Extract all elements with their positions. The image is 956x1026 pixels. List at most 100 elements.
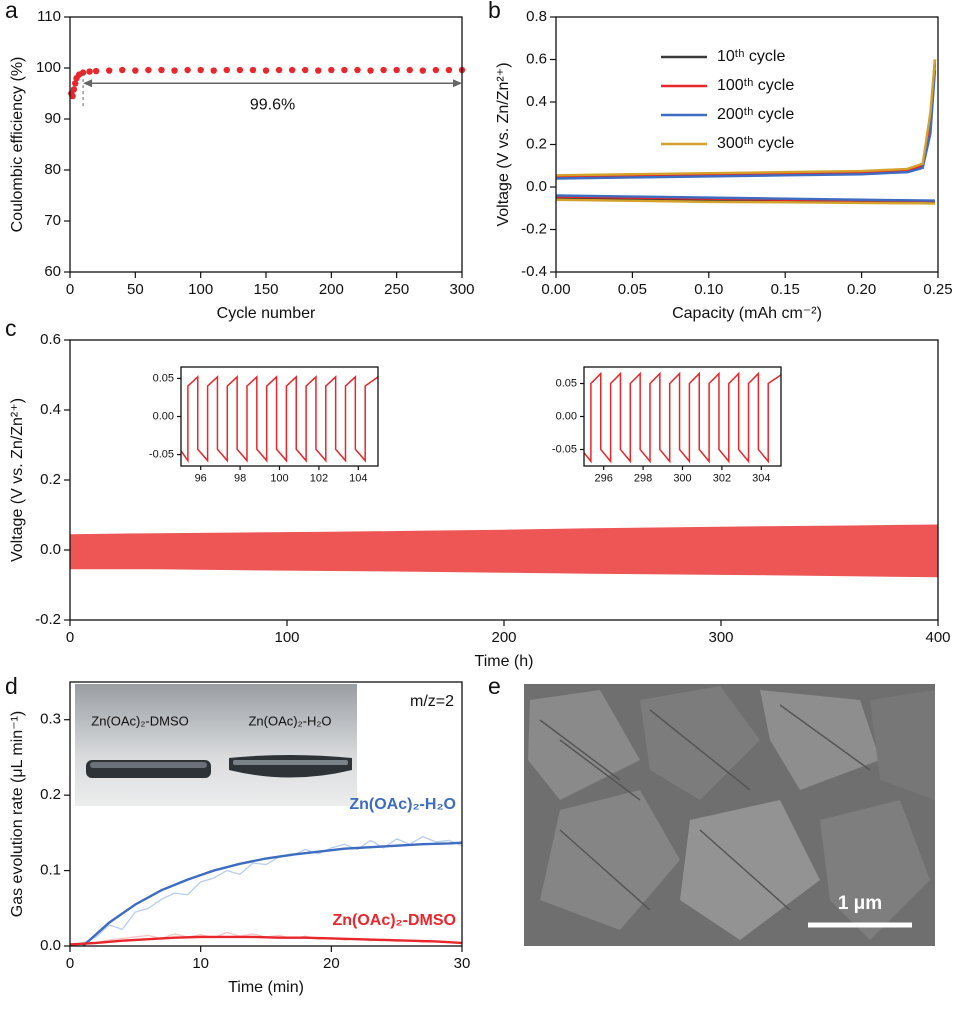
x-axis-label: Time (min) — [228, 979, 304, 996]
x-tick-label: 30 — [454, 955, 471, 972]
x-tick-label: 0.20 — [847, 281, 876, 298]
y-tick-label: 0.8 — [526, 8, 547, 25]
legend-label: 200ᵗʰ cycle — [717, 106, 794, 123]
y-axis-label: Voltage (V vs. Zn/Zn²⁺) — [495, 62, 512, 226]
y-tick-label: 60 — [44, 263, 61, 280]
y-tick-label: 0.05 — [556, 377, 577, 389]
point — [380, 66, 387, 74]
y-tick-label: -0.2 — [35, 611, 61, 628]
y-tick-label: -0.05 — [552, 443, 577, 455]
point — [158, 66, 165, 74]
y-tick-label: 0.05 — [153, 372, 174, 384]
panel-label: d — [5, 673, 18, 699]
chart: -0.05 0.00 0.05 96 98 100 102 104 — [149, 366, 379, 485]
x-tick-label: 300 — [449, 281, 474, 298]
x-tick-label: 0.00 — [541, 281, 570, 298]
x-tick-label: 0.05 — [618, 281, 647, 298]
x-tick-label: 304 — [752, 473, 770, 485]
y-axis-label: Gas evolution rate (μL min⁻¹) — [9, 711, 26, 917]
point — [92, 67, 100, 75]
plot-frame — [69, 681, 463, 947]
chart: -0.2 0.0 0.2 0.4 0.6 0 100 200 300 400 Time (h) Vol… — [9, 331, 950, 670]
point — [262, 67, 270, 74]
point — [223, 66, 230, 74]
point — [70, 86, 78, 93]
chart: -0.4 -0.2 0.0 0.2 0.4 0.6 0.8 0.00 0.05 0.10 0.15 0… — [495, 8, 952, 322]
y-tick-label: 0.6 — [40, 331, 61, 348]
x-axis-label: Time (h) — [475, 653, 534, 670]
panel-label: e — [488, 673, 501, 699]
x-axis-label: Capacity (mAh cm⁻²) — [672, 305, 822, 322]
y-tick-label: 0.1 — [40, 862, 61, 879]
x-tick-label: 0 — [66, 955, 74, 972]
point — [432, 66, 440, 74]
point — [315, 67, 322, 74]
point — [236, 66, 244, 74]
y-tick-label: 0.2 — [526, 135, 547, 152]
panel-label: a — [5, 0, 18, 23]
y-tick-label: 80 — [44, 161, 61, 178]
y-tick-label: 0.00 — [153, 410, 174, 422]
x-tick-label: 0.10 — [694, 281, 723, 298]
plot-frame — [69, 16, 463, 273]
x-tick-label: 298 — [634, 473, 652, 485]
y-tick-label: 100 — [36, 59, 61, 76]
point — [79, 69, 87, 76]
x-tick-label: 100 — [274, 629, 299, 646]
point — [145, 66, 152, 74]
x-tick-label: 200 — [491, 629, 516, 646]
voltage-band — [70, 524, 938, 578]
panel-label: b — [488, 0, 501, 23]
y-axis-label: Coulombic efficiency (%) — [9, 57, 26, 233]
annotation: 99.6% — [250, 97, 295, 114]
series-label: Zn(OAc)₂-DMSO — [332, 912, 456, 929]
x-tick-label: 20 — [323, 955, 340, 972]
x-tick-label: 100 — [188, 281, 213, 298]
series-line — [555, 59, 937, 205]
chart: 60 70 80 90 100 110 0 50 100 150 200 250 300 Cycle nu… — [9, 8, 474, 322]
series-line — [583, 371, 782, 464]
legend-label: 100ᵗʰ cycle — [717, 77, 794, 94]
y-tick-label: 110 — [37, 8, 61, 25]
x-tick-label: 102 — [310, 473, 328, 485]
x-tick-label: 0.15 — [771, 281, 800, 298]
x-tick-label: 296 — [595, 473, 613, 485]
photo-label: Zn(OAc)₂-DMSO — [91, 713, 189, 728]
point — [393, 66, 400, 74]
x-tick-label: 400 — [925, 629, 950, 646]
y-tick-label: -0.4 — [521, 263, 547, 280]
y-tick-label: 0.0 — [40, 541, 61, 558]
scale-bar-label: 1 μm — [838, 893, 882, 914]
point — [354, 66, 361, 74]
x-tick-label: 0 — [66, 629, 74, 646]
x-tick-label: 300 — [673, 473, 691, 485]
x-tick-label: 96 — [195, 473, 207, 485]
series-line — [180, 375, 379, 464]
x-tick-label: 100 — [270, 473, 288, 485]
series-line — [555, 70, 937, 202]
y-tick-label: -0.05 — [149, 448, 174, 460]
point — [341, 66, 348, 74]
photo — [75, 684, 357, 806]
point — [132, 67, 139, 74]
series-line — [69, 935, 463, 946]
x-tick-label: 250 — [384, 281, 409, 298]
point — [406, 66, 413, 74]
y-tick-label: 0.2 — [40, 471, 61, 488]
chart: -0.05 0.00 0.05 296 298 300 302 304 — [552, 366, 782, 485]
chart: 0.0 0.1 0.2 0.3 0 10 20 30 Time (min) Gas evoluti… — [9, 681, 471, 996]
y-tick-label: 0.0 — [526, 178, 547, 195]
x-axis-label: Cycle number — [217, 305, 316, 322]
series-line — [82, 841, 463, 947]
point — [86, 68, 93, 75]
point — [328, 66, 335, 74]
series-line — [69, 835, 463, 946]
point — [184, 66, 191, 74]
point — [419, 67, 426, 74]
y-tick-label: 0.4 — [526, 93, 547, 110]
photo-label: Zn(OAc)₂-H₂O — [248, 713, 331, 728]
y-tick-label: 0.00 — [556, 410, 577, 422]
sem-image: 1 μm — [524, 684, 935, 946]
point — [302, 66, 309, 74]
